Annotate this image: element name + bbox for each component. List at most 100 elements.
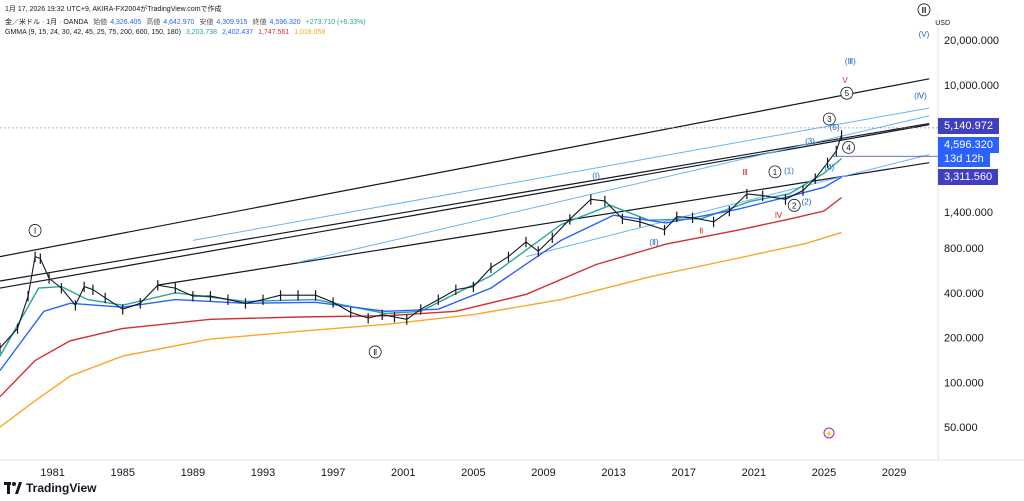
wave-label-14[interactable]: 1 [768, 165, 782, 179]
ema-line-2[interactable] [0, 176, 842, 371]
wave-label-17[interactable]: 2 [787, 198, 801, 212]
channel-line-1[interactable] [0, 122, 930, 282]
x-axis-ticks: 1981 1985 1989 1993 1997 2001 2005 2009 2013 2017… [40, 467, 906, 479]
close-value: 4,596.320 [269, 19, 301, 26]
currency-label[interactable]: USD [935, 20, 950, 27]
indicator-value-1: 3,203.738 [185, 29, 218, 36]
wave-label-text: Ⅱ [699, 226, 703, 235]
y-axis-ticks: 50.000 100.000 200.000 400.000 800.000 1,400.… [944, 35, 999, 434]
wave-label-6[interactable]: 5 [840, 86, 854, 100]
wave-label-5[interactable]: V [842, 76, 848, 85]
wave-label-circle [917, 3, 931, 17]
x-tick-label: 2029 [882, 467, 906, 479]
wave-label-circle [768, 165, 782, 179]
wave-label-10[interactable]: (3) [805, 137, 815, 146]
wave-label-text: Ⅲ [742, 168, 748, 177]
symbol-name[interactable]: 金／米ドル · 1月 · OANDA [5, 19, 89, 26]
x-tick-label: 2013 [601, 467, 625, 479]
wave-label-text: (5) [830, 123, 840, 132]
wave-label-text: 3 [827, 115, 832, 124]
wave-label-text: (4) [824, 163, 834, 172]
x-tick-label: 1993 [251, 467, 275, 479]
wave-label-text: 1 [773, 168, 778, 177]
wave-label-16[interactable]: (Ⅰ) [592, 172, 600, 181]
ema-line-4[interactable] [0, 231, 842, 428]
x-tick-label: 1997 [321, 467, 345, 479]
open-label: 始値 [93, 19, 108, 26]
x-tick-label: 1985 [110, 467, 134, 479]
wave-label-3[interactable]: (V) [919, 30, 930, 39]
wave-label-13[interactable]: Ⅲ [742, 168, 748, 177]
indicator-value-3: 1,747.561 [258, 29, 290, 36]
high-value: 4,642.970 [163, 19, 195, 26]
open-value: 4,326.405 [110, 19, 142, 26]
wave-label-20[interactable]: Ⅱ [699, 226, 703, 235]
wave-label-18[interactable]: (2) [802, 197, 812, 206]
channel-line-6[interactable] [525, 154, 930, 258]
wave-label-text: 2 [792, 201, 797, 210]
wave-label-text: (V) [919, 30, 930, 39]
x-tick-label: 2009 [531, 467, 555, 479]
indicator-value-2: 2,402.437 [221, 29, 254, 36]
channel-line-5[interactable] [297, 115, 930, 263]
wave-label-text: (1) [784, 167, 794, 176]
channel-line-0[interactable] [0, 78, 930, 258]
gmma-lines [0, 157, 843, 428]
wave-label-circle [822, 112, 836, 126]
indicator-value-4: 1,018.058 [294, 29, 326, 36]
channel-line-4[interactable] [192, 107, 930, 241]
wave-label-text: 5 [845, 89, 850, 98]
wave-label-8[interactable]: 3 [822, 112, 836, 126]
upper-price-tag: 5,140.972 [938, 118, 999, 134]
change-value: +273.710 (+6.33%) [305, 19, 366, 26]
low-label: 安値 [199, 19, 214, 26]
channel-lines [0, 78, 938, 289]
wave-label-text: (2) [802, 197, 812, 206]
wave-label-0[interactable]: Ⅰ [28, 224, 42, 237]
chart-author: 1月 17, 2026 19:32 UTC+9, AKIRA-FX2004がTr… [5, 6, 222, 13]
ema-line-3[interactable] [0, 196, 843, 398]
wave-label-21[interactable]: (Ⅱ) [649, 238, 659, 247]
wave-label-text: Ⅳ [775, 211, 783, 220]
x-tick-label: 2021 [742, 467, 766, 479]
wave-label-circle [368, 345, 382, 359]
price-line[interactable] [0, 134, 843, 349]
header-line-1: 1月 17, 2026 19:32 UTC+9, AKIRA-FX2004がTr… [5, 4, 225, 14]
indicator-name[interactable]: GMMA (9, 15, 24, 30, 42, 45, 25, 75, 200… [5, 29, 181, 36]
wave-label-11[interactable]: 4 [842, 141, 855, 154]
y-tick-label: 800.000 [944, 243, 984, 255]
wave-label-text: 4 [846, 143, 851, 152]
wave-label-text: (Ⅱ) [649, 238, 659, 247]
x-tick-label: 2005 [461, 467, 485, 479]
wave-labels: Ⅰ Ⅱ Ⅲ (V) (Ⅲ) V 5 (Ⅳ) 3(5) (3) 4 (4) Ⅲ 1 (1) (Ⅰ) 2 (2) Ⅳ Ⅱ (… [28, 3, 931, 359]
tradingview-brand[interactable]: TradingView [4, 481, 96, 495]
wave-label-circle [840, 86, 854, 100]
countdown-tag: 13d 12h [938, 151, 990, 167]
channel-line-3[interactable] [157, 162, 930, 286]
wave-label-15[interactable]: (1) [784, 167, 794, 176]
wave-label-circle [787, 198, 801, 212]
y-tick-label: 200.000 [944, 333, 984, 345]
wave-label-1[interactable]: Ⅱ [368, 345, 382, 359]
price-series [0, 130, 843, 354]
x-tick-label: 2001 [391, 467, 415, 479]
wave-label-7[interactable]: (Ⅳ) [914, 91, 927, 100]
wave-label-2[interactable]: Ⅲ [917, 3, 931, 17]
wave-label-4[interactable]: (Ⅲ) [845, 57, 856, 66]
y-tick-label: 400.000 [944, 288, 984, 300]
x-tick-label: 1981 [40, 467, 64, 479]
wave-label-19[interactable]: Ⅳ [775, 211, 783, 220]
wave-label-text: Ⅱ [373, 348, 377, 357]
wave-label-9[interactable]: (5) [830, 123, 840, 132]
x-tick-label: 1989 [181, 467, 205, 479]
lightning-icon[interactable] [823, 427, 835, 439]
x-tick-label: 2017 [672, 467, 696, 479]
wave-label-12[interactable]: (4) [824, 163, 834, 172]
header-line-2: 金／米ドル · 1月 · OANDA 始値 4,326.405 高値 4,642.9… [5, 17, 369, 27]
low-value: 4,309.915 [216, 19, 248, 26]
tradingview-logo-icon [4, 482, 22, 494]
wave-label-text: (Ⅰ) [592, 172, 600, 181]
wave-label-circle [842, 141, 855, 154]
wave-label-text: Ⅰ [34, 226, 36, 235]
